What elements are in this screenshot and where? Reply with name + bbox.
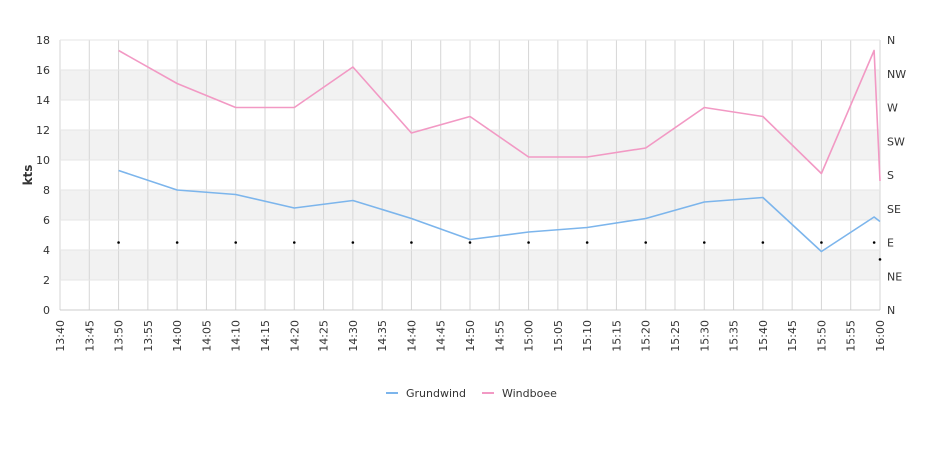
direction-marker: [527, 241, 530, 244]
direction-marker: [293, 241, 296, 244]
y2-tick-label: NE: [887, 270, 902, 283]
y2-axis-ticks: N NE E SE S SW W NW N: [887, 34, 906, 317]
x-tick-label: 14:45: [435, 320, 448, 352]
x-tick-label: 14:50: [464, 320, 477, 352]
legend-label: Windboee: [502, 387, 557, 400]
x-tick-label: 15:35: [728, 320, 741, 352]
x-tick-label: 14:00: [171, 320, 184, 352]
y-tick-label: 8: [43, 184, 50, 197]
x-tick-label: 14:20: [288, 320, 301, 352]
direction-marker: [234, 241, 237, 244]
direction-marker: [644, 241, 647, 244]
y-tick-label: 18: [36, 34, 50, 47]
direction-marker: [820, 241, 823, 244]
x-tick-label: 13:45: [83, 320, 96, 352]
direction-marker: [703, 241, 706, 244]
x-tick-label: 15:00: [523, 320, 536, 352]
y-tick-label: 16: [36, 64, 50, 77]
direction-marker: [117, 241, 120, 244]
x-tick-label: 15:50: [815, 320, 828, 352]
direction-marker: [586, 241, 589, 244]
x-tick-label: 15:05: [552, 320, 565, 352]
x-tick-label: 15:55: [845, 320, 858, 352]
direction-marker: [873, 241, 876, 244]
y-tick-label: 2: [43, 274, 50, 287]
y-axis-ticks: 0 2 4 6 8 10 12 14 16 18: [36, 34, 50, 317]
x-axis-ticks: 13:40 13:45 13:50 13:55 14:00 14:05 14:10 14:15…: [54, 320, 887, 352]
y2-tick-label: W: [887, 102, 898, 115]
direction-marker: [469, 241, 472, 244]
x-tick-label: 14:10: [230, 320, 243, 352]
direction-marker: [352, 241, 355, 244]
x-tick-label: 15:10: [581, 320, 594, 352]
y-tick-label: 12: [36, 124, 50, 137]
y-tick-label: 6: [43, 214, 50, 227]
legend: Grundwind Windboee: [386, 387, 557, 400]
y2-tick-label: S: [887, 169, 894, 182]
x-tick-label: 15:30: [698, 320, 711, 352]
y2-tick-label: N: [887, 34, 895, 47]
x-tick-label: 15:15: [610, 320, 623, 352]
x-tick-label: 15:20: [640, 320, 653, 352]
x-tick-label: 14:30: [347, 320, 360, 352]
x-tick-label: 14:55: [493, 320, 506, 352]
y2-tick-label: SW: [887, 135, 905, 148]
y2-tick-label: E: [887, 237, 894, 250]
x-tick-label: 14:40: [405, 320, 418, 352]
x-tick-label: 15:25: [669, 320, 682, 352]
direction-marker: [879, 258, 882, 261]
x-tick-label: 14:35: [376, 320, 389, 352]
direction-marker: [176, 241, 179, 244]
x-tick-label: 15:45: [786, 320, 799, 352]
y-axis-title: kts: [21, 165, 35, 186]
y2-tick-label: SE: [887, 203, 901, 216]
x-tick-label: 13:50: [113, 320, 126, 352]
x-tick-label: 13:40: [54, 320, 67, 352]
y2-tick-label: N: [887, 304, 895, 317]
y2-tick-label: NW: [887, 68, 906, 81]
x-tick-label: 16:00: [874, 320, 887, 352]
x-tick-label: 15:40: [757, 320, 770, 352]
x-tick-label: 14:25: [318, 320, 331, 352]
y-tick-label: 4: [43, 244, 50, 257]
y-tick-label: 14: [36, 94, 50, 107]
y-tick-label: 10: [36, 154, 50, 167]
y-tick-label: 0: [43, 304, 50, 317]
x-tick-label: 14:05: [200, 320, 213, 352]
direction-marker: [410, 241, 413, 244]
x-tick-label: 13:55: [142, 320, 155, 352]
direction-marker: [762, 241, 765, 244]
x-tick-label: 14:15: [259, 320, 272, 352]
legend-label: Grundwind: [406, 387, 466, 400]
